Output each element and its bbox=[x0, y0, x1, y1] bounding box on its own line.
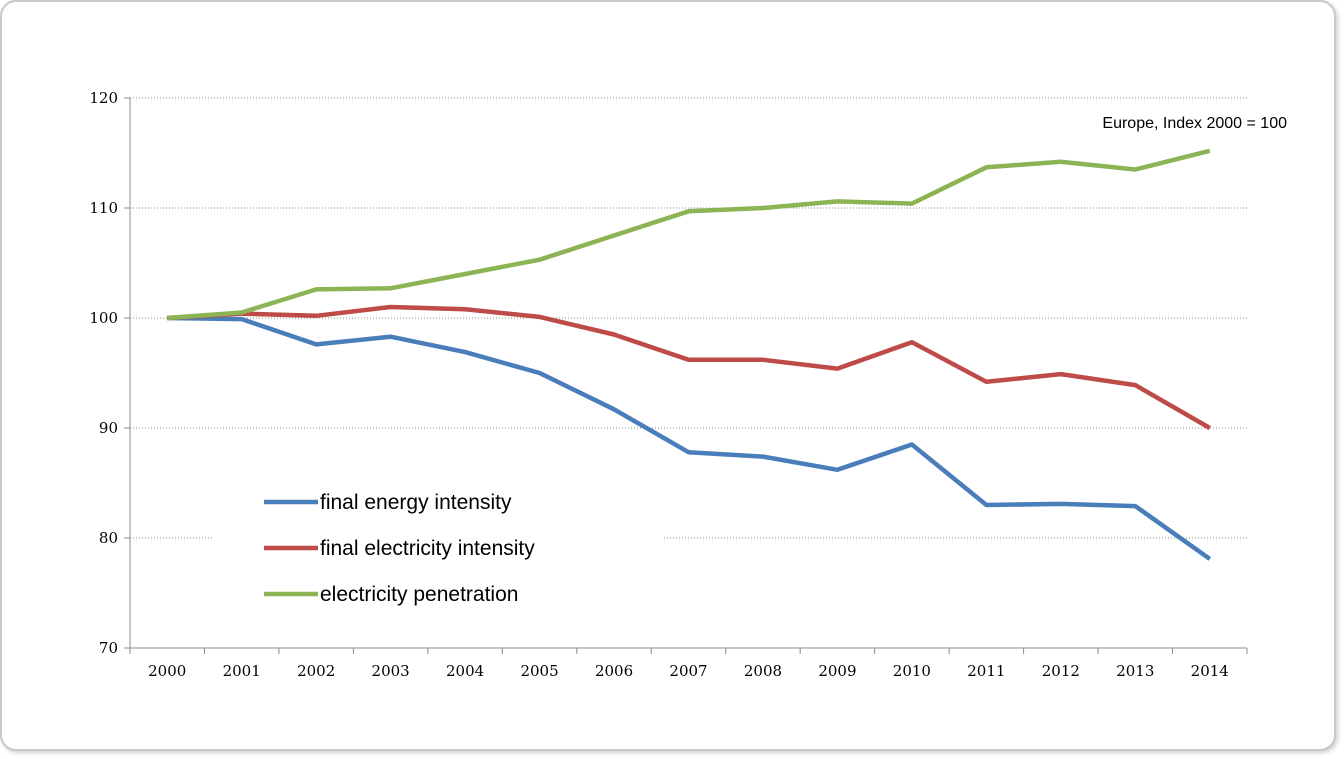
series-lines bbox=[167, 148, 1212, 561]
x-tick-label: 2006 bbox=[595, 662, 633, 680]
x-tick-label: 2002 bbox=[297, 662, 335, 680]
x-tick-label: 2004 bbox=[446, 662, 484, 680]
legend-label: electricity penetration bbox=[320, 583, 518, 606]
y-tick-label: 80 bbox=[99, 529, 118, 547]
x-tick-label: 2008 bbox=[744, 662, 782, 680]
x-tick-label: 2009 bbox=[818, 662, 856, 680]
y-tick-label: 120 bbox=[89, 89, 118, 107]
y-tick-label: 100 bbox=[89, 309, 118, 327]
chart-annotation: Europe, Index 2000 = 100 bbox=[1102, 115, 1287, 132]
x-tick-labels: 2000 2001 2002 2003 2004 2005 2006 2007 2008 2009… bbox=[148, 662, 1229, 680]
legend-label: final electricity intensity bbox=[320, 537, 535, 560]
x-tick-label: 2010 bbox=[893, 662, 931, 680]
x-tick-label: 2000 bbox=[148, 662, 186, 680]
legend-box bbox=[212, 470, 662, 615]
x-tick-label: 2014 bbox=[1191, 662, 1229, 680]
legend-label: final energy intensity bbox=[320, 491, 512, 514]
x-tick-label: 2005 bbox=[520, 662, 558, 680]
x-tick-label: 2012 bbox=[1042, 662, 1080, 680]
y-tick-label: 70 bbox=[99, 639, 118, 657]
y-tick-label: 90 bbox=[99, 419, 118, 437]
x-tick-label: 2007 bbox=[669, 662, 707, 680]
x-tick-label: 2003 bbox=[372, 662, 410, 680]
legend: final energy intensity final electricity … bbox=[212, 470, 662, 615]
y-tick-label: 110 bbox=[89, 199, 118, 217]
series-line-2 bbox=[167, 148, 1211, 321]
y-tick-labels: 70 80 90 100 110 120 bbox=[89, 89, 118, 657]
axes bbox=[124, 97, 1248, 654]
x-tick-label: 2001 bbox=[223, 662, 261, 680]
x-tick-label: 2013 bbox=[1116, 662, 1154, 680]
x-tick-label: 2011 bbox=[967, 662, 1005, 680]
series-line-1 bbox=[167, 304, 1211, 430]
